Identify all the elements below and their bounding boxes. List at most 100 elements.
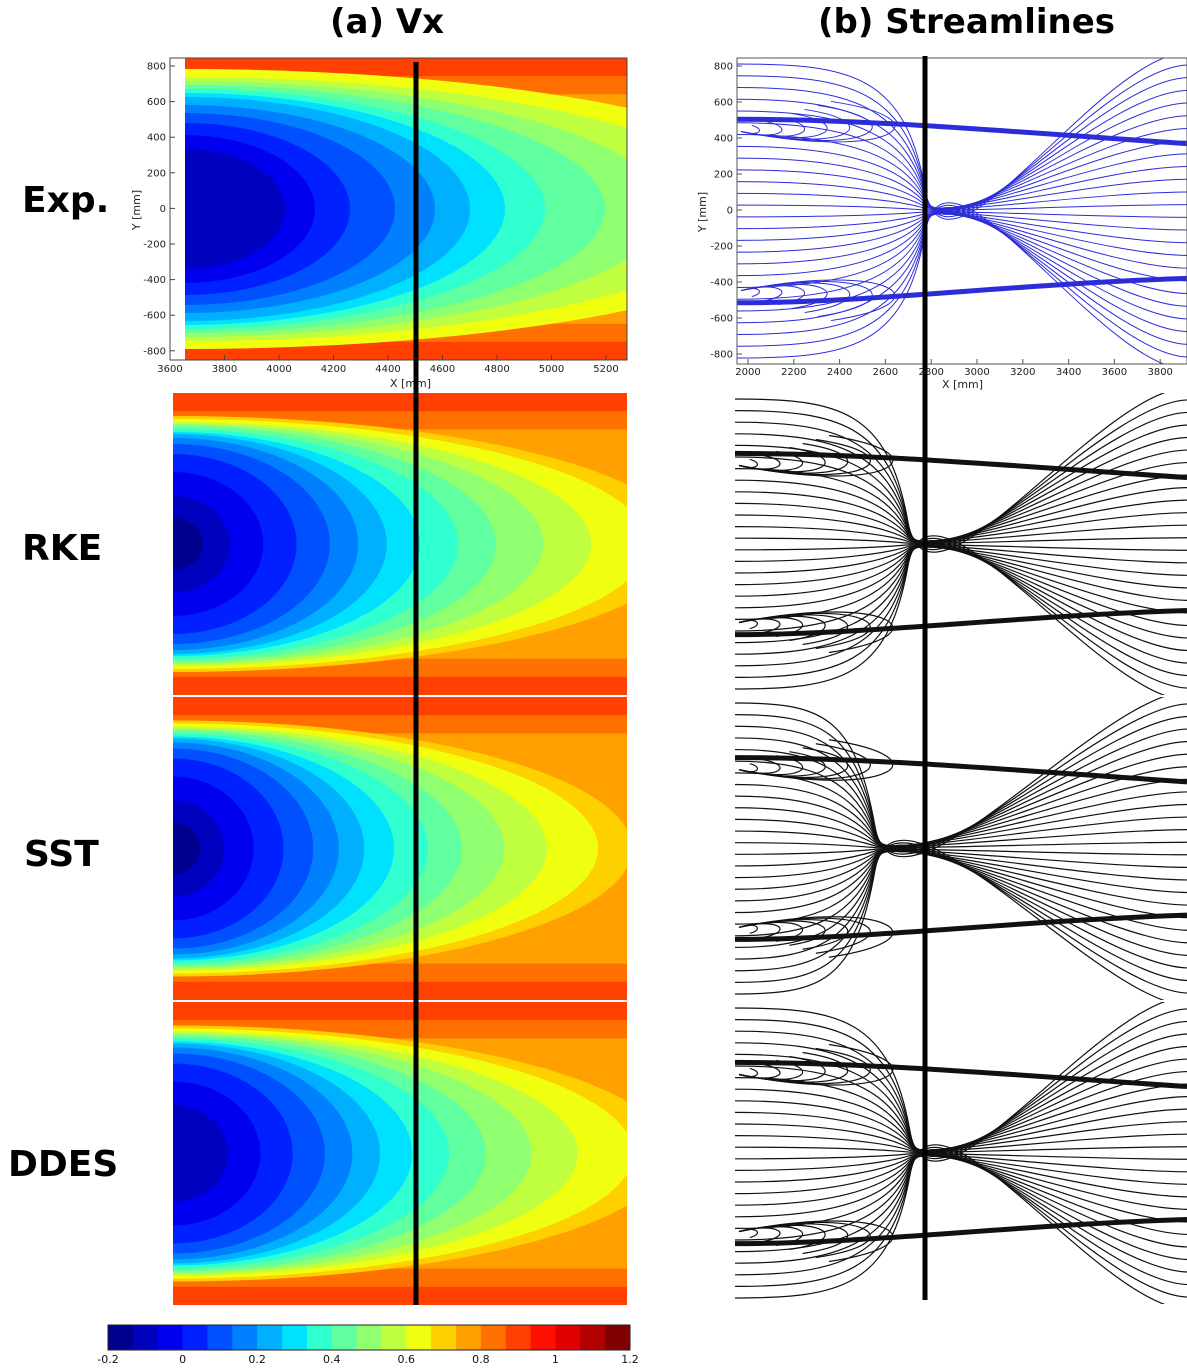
- rke-streamlines-streamline: [735, 546, 1187, 601]
- ddes-streamlines-streamline: [735, 1155, 1187, 1198]
- sst-streamlines: [735, 697, 1187, 1000]
- exp-stream-x-tick-label: 2400: [827, 367, 852, 378]
- ddes-streamlines-streamline: [735, 1144, 1166, 1304]
- sst-streamlines-streamline: [735, 839, 1165, 1000]
- colorbar-tick-label: 1: [552, 1353, 559, 1366]
- colorbar-swatch: [580, 1325, 606, 1350]
- exp-vx-y-tick-label: 600: [147, 97, 166, 108]
- ddes-streamlines-recirculation-loop: [738, 1043, 894, 1086]
- ddes-streamlines-streamline: [735, 1149, 1187, 1286]
- exp-vx-y-tick-label: 200: [147, 168, 166, 179]
- ddes-streamlines-streamline: [735, 1155, 1187, 1210]
- colorbar-swatch: [306, 1325, 333, 1350]
- colorbar-swatch: [505, 1325, 532, 1350]
- colorbar-swatch: [605, 1325, 631, 1350]
- colorbar-swatch: [381, 1325, 407, 1350]
- colorbar-swatch: [356, 1325, 382, 1350]
- row-label-sst: SST: [24, 834, 99, 875]
- exp-stream-x-tick-label: 2600: [873, 367, 898, 378]
- colorbar-tick-label: 0.6: [398, 1353, 416, 1366]
- rke-vx-contour-contour-13: [173, 518, 204, 570]
- exp-stream-y-tick-label: 800: [714, 62, 733, 73]
- exp-vx-y-tick-label: 0: [160, 204, 166, 215]
- exp-vx-y-tick-label: -800: [143, 346, 166, 357]
- colorbar-swatch: [431, 1325, 457, 1350]
- rke-streamlines-streamline: [735, 537, 1187, 545]
- ddes-streamlines-streamline: [735, 1154, 1187, 1185]
- sst-streamlines-recirculation-loop: [738, 916, 894, 958]
- rke-streamlines-streamline: [735, 512, 1187, 543]
- sst-vx-contour: [173, 697, 627, 1000]
- exp-streamlines-recirculation-loop: [740, 100, 896, 143]
- exp-vx-x-tick-label: 3800: [212, 364, 237, 375]
- exp-stream-y-tick-label: -600: [710, 314, 733, 325]
- rke-streamlines-streamline: [735, 524, 1187, 544]
- rke-vx-contour: [173, 393, 627, 695]
- colorbar-frame: [107, 1324, 631, 1351]
- exp-stream-x-label: X [mm]: [942, 378, 983, 391]
- rke-streamlines-streamline: [735, 544, 1187, 564]
- colorbar-tick-label: 0: [179, 1353, 186, 1366]
- colorbar: [107, 1324, 631, 1351]
- ddes-streamlines-streamline: [735, 1133, 1187, 1153]
- colorbar-swatch: [530, 1325, 556, 1350]
- row-label-rke: RKE: [22, 528, 103, 569]
- exp-vx-x-tick-label: 4400: [375, 364, 400, 375]
- exp-vx-y-tick-label: -200: [143, 240, 166, 251]
- exp-streamlines-streamline: [737, 202, 1166, 364]
- exp-stream-axes: 2000 2200 2400 2600 2800 3000 3200 3400 3600 3800…: [696, 57, 1187, 391]
- rke-streamlines-streamline: [735, 541, 1187, 664]
- colorbar-swatch: [456, 1325, 482, 1350]
- ddes-streamlines: [735, 1002, 1187, 1304]
- exp-stream-x-tick-label: 3000: [964, 367, 989, 378]
- exp-vx-x-tick-label: 5200: [593, 364, 618, 375]
- colorbar-swatch: [182, 1325, 208, 1350]
- sst-streamlines-shear-layer-bottom: [735, 912, 1187, 942]
- rke-streamlines-shear-layer-bottom: [735, 607, 1187, 638]
- exp-vx-y-tick-label: 800: [147, 62, 166, 73]
- exp-vx-axes: 3600 3800 4000 4200 4400 4600 4800 5000 52008006…: [130, 57, 628, 390]
- colorbar-tick-label: 0.4: [323, 1353, 341, 1366]
- exp-vx-y-label: Y [mm]: [130, 190, 143, 231]
- colorbar-swatch: [331, 1325, 358, 1350]
- ddes-vx-contour-contour-13: [173, 1127, 203, 1180]
- row-label-exp: Exp.: [22, 180, 110, 221]
- exp-vx-x-label: X [mm]: [390, 377, 431, 390]
- exp-vx-y-tick-label: -400: [143, 275, 166, 286]
- rke-streamlines-streamline: [735, 499, 1187, 542]
- rke-streamlines-streamline: [735, 537, 1187, 689]
- exp-stream-x-tick-label: 2200: [781, 367, 806, 378]
- sst-streamlines-background: [735, 697, 1187, 1000]
- exp-stream-y-tick-label: -200: [710, 242, 733, 253]
- exp-vx-x-tick-label: 4000: [266, 364, 291, 375]
- colorbar-tick-label: 0.2: [248, 1353, 266, 1366]
- colorbar-swatch: [132, 1325, 159, 1350]
- ddes-streamlines-shear-layer-top: [735, 1059, 1187, 1090]
- rke-streamlines-streamline: [735, 545, 1187, 576]
- rke-streamlines-background: [735, 393, 1187, 695]
- exp-stream-y-tick-label: 400: [714, 134, 733, 145]
- exp-vx-frame: [169, 57, 628, 361]
- ddes-streamlines-streamline: [735, 1150, 1187, 1273]
- colorbar-swatch: [257, 1325, 283, 1350]
- exp-vx-contour-contour-11: [185, 149, 285, 269]
- sst-streamlines-recirculation-loop: [738, 739, 894, 781]
- colorbar-tick-label: 1.2: [621, 1353, 639, 1366]
- colorbar-tick-label: 0.8: [472, 1353, 490, 1366]
- ddes-streamlines-streamline: [735, 1083, 1187, 1152]
- exp-streamlines-shear-layer-bottom: [737, 275, 1187, 306]
- sst-streamlines-streamline: [735, 842, 1187, 994]
- exp-stream-y-tick-label: 200: [714, 170, 733, 181]
- exp-vx-x-tick-label: 4800: [484, 364, 509, 375]
- rke-streamlines: [735, 393, 1187, 695]
- exp-stream-y-tick-label: -400: [710, 278, 733, 289]
- rke-streamlines-streamline: [735, 543, 1187, 551]
- exp-stream-x-tick-label: 3200: [1010, 367, 1035, 378]
- exp-streamlines-recirculation-loop: [740, 279, 896, 322]
- rke-streamlines-shear-layer-top: [735, 450, 1187, 481]
- exp-stream-y-tick-label: -800: [710, 350, 733, 361]
- colorbar-swatch: [207, 1325, 233, 1350]
- rke-streamlines-streamline: [735, 535, 1166, 695]
- sst-streamlines-streamline: [735, 846, 1187, 969]
